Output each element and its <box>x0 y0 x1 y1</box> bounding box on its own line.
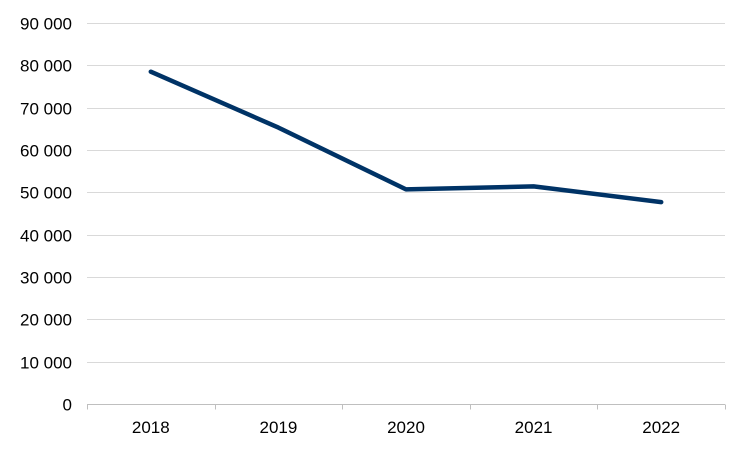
series-lines <box>148 69 664 205</box>
y-tick-label: 10 000 <box>20 354 72 373</box>
y-tick-label: 30 000 <box>20 269 72 288</box>
y-tick-label: 70 000 <box>20 100 72 119</box>
y-tick-label: 40 000 <box>20 227 72 246</box>
x-tick-label: 2018 <box>132 418 170 437</box>
y-tick-label: 20 000 <box>20 311 72 330</box>
y-tick-label: 50 000 <box>20 184 72 203</box>
x-axis <box>87 404 726 410</box>
y-tick-label: 0 <box>63 396 72 415</box>
x-tick-label: 2022 <box>642 418 680 437</box>
x-tick-label: 2020 <box>387 418 425 437</box>
y-tick-label: 90 000 <box>20 15 72 34</box>
x-tick-label: 2021 <box>515 418 553 437</box>
series-line <box>148 69 664 205</box>
gridlines <box>87 23 725 363</box>
y-tick-label: 80 000 <box>20 57 72 76</box>
y-axis-tick-labels: 0 10 000 20 000 30 000 40 000 50 000 60 000 70 … <box>20 15 72 415</box>
x-axis-tick-labels: 2018 2019 2020 2021 2022 <box>132 418 680 437</box>
x-tick-label: 2019 <box>259 418 297 437</box>
y-tick-label: 60 000 <box>20 142 72 161</box>
